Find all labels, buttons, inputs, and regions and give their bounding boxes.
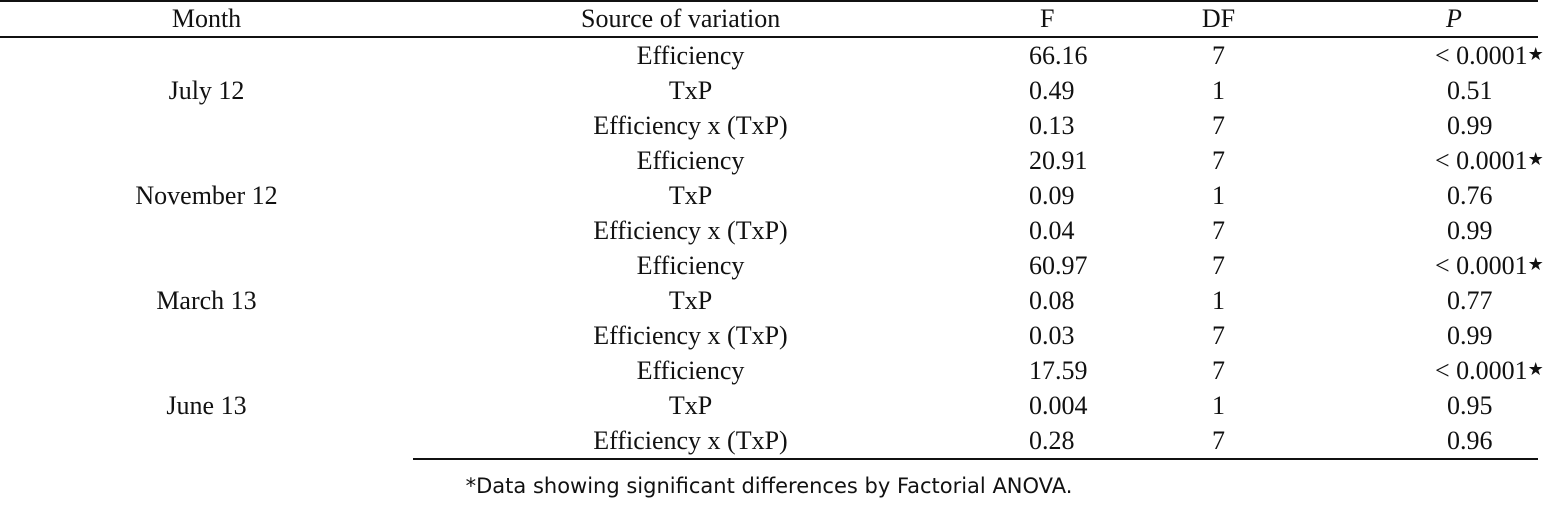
df-value-cell: 7 <box>1212 250 1225 280</box>
p-value-text: < 0.0001 <box>1435 145 1528 175</box>
df-value-cell: 7 <box>1121 423 1316 460</box>
source-cell: TxP <box>668 285 713 315</box>
p-value-text: 0.99 <box>1447 215 1493 245</box>
f-value-cell: 17.59 <box>1029 355 1088 385</box>
df-value-cell: 1 <box>1212 390 1225 420</box>
df-value-cell: 7 <box>1212 145 1225 175</box>
p-value-cell: 0.77 <box>1316 283 1538 318</box>
f-value-cell: 0.13 <box>1029 110 1075 140</box>
df-value-cell: 7 <box>1212 355 1225 385</box>
table-row: Efficiency x (TxP) 0.28 7 0.96 <box>0 423 1538 460</box>
f-value-cell: 0.004 <box>1029 390 1088 420</box>
p-value-cell: 0.99 <box>1316 108 1538 143</box>
header-f: F <box>968 0 1121 38</box>
source-cell: TxP <box>668 180 713 210</box>
df-value-cell: 7 <box>1212 40 1225 70</box>
f-value-cell: 0.09 <box>1029 180 1075 210</box>
significance-star-icon: ★ <box>1527 253 1544 274</box>
table-row: July 12 Efficiency 66.16 7 < 0.0001★ <box>0 37 1544 105</box>
table-header: Month Source of variation F DF P <box>0 0 1538 38</box>
p-value-text: 0.96 <box>1447 425 1493 455</box>
month-cell: July 12 <box>168 75 245 105</box>
table-row: November 12 Efficiency 20.91 7 < 0.0001★ <box>0 143 1544 210</box>
p-value-text: 0.51 <box>1447 75 1493 105</box>
source-cell: Efficiency x (TxP) <box>413 423 968 460</box>
table-row: TxP 0.004 1 0.95 <box>0 388 1538 423</box>
source-cell: Efficiency x (TxP) <box>593 110 788 140</box>
f-value-cell: 0.28 <box>968 423 1121 460</box>
f-value-cell: 20.91 <box>1029 145 1088 175</box>
p-value-cell: 0.99 <box>1316 318 1538 353</box>
anova-table-container: Month Source of variation F DF P July 12… <box>0 0 1544 460</box>
p-value-cell: 0.76 <box>1316 178 1538 213</box>
df-value-cell: 1 <box>1212 180 1225 210</box>
df-value-cell: 7 <box>1212 320 1225 350</box>
header-source: Source of variation <box>413 0 968 38</box>
significance-star-icon: ★ <box>1527 148 1544 169</box>
table-row: March 13 Efficiency 60.97 7 < 0.0001★ <box>0 248 1544 315</box>
p-value-text: 0.76 <box>1447 180 1493 210</box>
f-value-cell: 0.08 <box>1029 285 1075 315</box>
p-value-text: 0.95 <box>1447 390 1493 420</box>
source-cell: Efficiency <box>636 145 745 175</box>
significance-star-icon: ★ <box>1527 43 1544 64</box>
p-value-cell: < 0.0001★ <box>1316 248 1544 283</box>
table-body: July 12 Efficiency 66.16 7 < 0.0001★ TxP 0.49 1… <box>0 37 1544 460</box>
p-value-text: < 0.0001 <box>1435 40 1528 70</box>
month-cell: March 13 <box>156 285 257 315</box>
anova-table: Month Source of variation F DF P July 12… <box>0 0 1544 460</box>
source-cell: Efficiency <box>636 40 745 70</box>
p-value-cell: < 0.0001★ <box>1316 37 1544 73</box>
source-cell: Efficiency <box>636 355 745 385</box>
df-value-cell: 7 <box>1212 110 1225 140</box>
table-row: Efficiency x (TxP) 0.04 7 0.99 <box>0 213 1538 248</box>
source-cell: Efficiency x (TxP) <box>593 215 788 245</box>
source-cell: TxP <box>668 390 713 420</box>
month-cell: June 13 <box>166 391 247 420</box>
table-row: Efficiency x (TxP) 0.03 7 0.99 <box>0 318 1538 353</box>
f-value-cell: 0.49 <box>1029 75 1075 105</box>
df-value-cell: 7 <box>1212 215 1225 245</box>
table-row: TxP 0.08 1 0.77 <box>0 283 1538 318</box>
table-footnote: *Data showing significant differences by… <box>465 474 1073 498</box>
month-cell: November 12 <box>135 180 278 210</box>
header-df: DF <box>1121 0 1316 38</box>
p-value-text: < 0.0001 <box>1435 355 1528 385</box>
source-cell: Efficiency x (TxP) <box>593 320 788 350</box>
table-row: Efficiency x (TxP) 0.13 7 0.99 <box>0 108 1538 143</box>
df-value-cell: 1 <box>1212 75 1225 105</box>
p-value-text: < 0.0001 <box>1435 250 1528 280</box>
significance-star-icon: ★ <box>1527 358 1544 379</box>
p-value-cell: 0.99 <box>1316 213 1538 248</box>
table-row: TxP 0.49 1 0.51 <box>0 73 1538 108</box>
p-value-cell: 0.51 <box>1316 73 1538 108</box>
f-value-cell: 0.03 <box>1029 320 1075 350</box>
f-value-cell: 66.16 <box>1029 40 1088 70</box>
header-p: P <box>1316 0 1538 38</box>
source-cell: TxP <box>668 75 713 105</box>
p-value-cell: < 0.0001★ <box>1316 143 1544 178</box>
p-value-text: 0.77 <box>1447 285 1493 315</box>
header-month: Month <box>0 0 413 38</box>
f-value-cell: 0.04 <box>1029 215 1075 245</box>
p-value-text: 0.99 <box>1447 320 1493 350</box>
df-value-cell: 1 <box>1212 285 1225 315</box>
p-value-cell: 0.95 <box>1316 388 1538 423</box>
table-row: TxP 0.09 1 0.76 <box>0 178 1538 213</box>
header-row: Month Source of variation F DF P <box>0 0 1538 38</box>
source-cell: Efficiency <box>636 250 745 280</box>
f-value-cell: 60.97 <box>1029 250 1088 280</box>
p-value-cell: < 0.0001★ <box>1316 353 1544 388</box>
table-row: June 13 Efficiency 17.59 7 < 0.0001★ <box>0 353 1544 421</box>
p-value-text: 0.99 <box>1447 110 1493 140</box>
p-value-cell: 0.96 <box>1316 423 1538 460</box>
